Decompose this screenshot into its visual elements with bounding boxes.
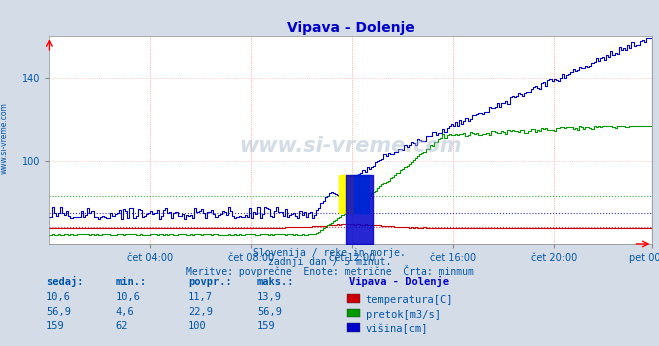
Text: 13,9: 13,9 bbox=[257, 292, 282, 302]
Text: Meritve: povprečne  Enote: metrične  Črta: minmum: Meritve: povprečne Enote: metrične Črta:… bbox=[186, 265, 473, 277]
Text: 10,6: 10,6 bbox=[46, 292, 71, 302]
Text: povpr.:: povpr.: bbox=[188, 277, 231, 288]
Text: 159: 159 bbox=[46, 321, 65, 331]
Text: sedaj:: sedaj: bbox=[46, 276, 84, 288]
Text: zadnji dan / 5 minut.: zadnji dan / 5 minut. bbox=[268, 257, 391, 267]
Text: min.:: min.: bbox=[115, 277, 146, 288]
Text: 4,6: 4,6 bbox=[115, 307, 134, 317]
Text: 159: 159 bbox=[257, 321, 275, 331]
Text: višina[cm]: višina[cm] bbox=[366, 324, 428, 334]
Text: Slovenija / reke in morje.: Slovenija / reke in morje. bbox=[253, 248, 406, 258]
Text: 100: 100 bbox=[188, 321, 206, 331]
Text: 62: 62 bbox=[115, 321, 128, 331]
Title: Vipava - Dolenje: Vipava - Dolenje bbox=[287, 21, 415, 35]
Text: 22,9: 22,9 bbox=[188, 307, 213, 317]
Text: 10,6: 10,6 bbox=[115, 292, 140, 302]
Text: www.si-vreme.com: www.si-vreme.com bbox=[0, 102, 9, 174]
Text: 56,9: 56,9 bbox=[46, 307, 71, 317]
Text: 11,7: 11,7 bbox=[188, 292, 213, 302]
Text: 56,9: 56,9 bbox=[257, 307, 282, 317]
Text: Vipava - Dolenje: Vipava - Dolenje bbox=[349, 276, 449, 288]
Text: pretok[m3/s]: pretok[m3/s] bbox=[366, 310, 441, 319]
Text: maks.:: maks.: bbox=[257, 277, 295, 288]
Text: temperatura[C]: temperatura[C] bbox=[366, 295, 453, 305]
Text: www.si-vreme.com: www.si-vreme.com bbox=[240, 136, 462, 156]
